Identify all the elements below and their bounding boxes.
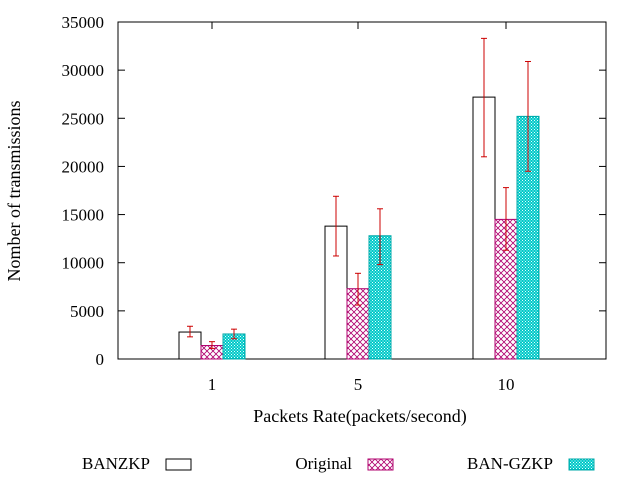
legend: BANZKP Original BAN-GZKP (82, 454, 595, 473)
legend-item: BANZKP (82, 454, 192, 473)
error-bar (355, 272, 361, 306)
error-bar (503, 187, 509, 251)
y-axis-ticks: 0 5000 10000 15000 20000 25000 30000 35000 (62, 13, 606, 369)
legend-label: BANZKP (82, 454, 150, 473)
y-tick-label: 15000 (62, 206, 105, 225)
error-bar (377, 208, 383, 266)
error-bar (209, 341, 215, 349)
error-bar (525, 60, 531, 172)
y-tick-label: 35000 (62, 13, 105, 32)
legend-item: Original (295, 454, 394, 473)
y-tick-label: 5000 (70, 302, 104, 321)
error-bar (333, 195, 339, 257)
bars-group (178, 96, 540, 360)
error-bars-group (187, 37, 531, 349)
x-tick-label: 5 (354, 375, 363, 394)
legend-label: Original (295, 454, 352, 473)
y-axis-label: Nomber of transmissions (4, 101, 24, 282)
x-tick-label: 10 (498, 375, 515, 394)
x-tick-label: 1 (208, 375, 217, 394)
y-tick-label: 0 (96, 350, 105, 369)
x-axis-label: Packets Rate(packets/second) (253, 406, 466, 427)
y-tick-label: 25000 (62, 109, 105, 128)
error-bar (231, 328, 237, 340)
legend-item: BAN-GZKP (467, 454, 595, 473)
legend-swatch (165, 458, 192, 471)
y-tick-label: 10000 (62, 254, 105, 273)
error-bar (187, 325, 193, 338)
legend-swatch (367, 458, 394, 471)
legend-swatch (568, 458, 595, 471)
error-bar (481, 37, 487, 158)
y-tick-label: 20000 (62, 157, 105, 176)
legend-label: BAN-GZKP (467, 454, 553, 473)
y-tick-label: 30000 (62, 61, 105, 80)
